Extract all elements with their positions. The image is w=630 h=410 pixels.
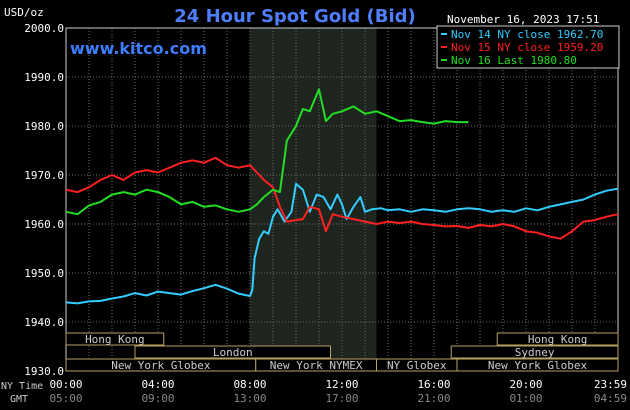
- x-tick-label-gmt: 04:59: [594, 392, 627, 405]
- y-tick-label: 1990.0: [24, 71, 64, 84]
- y-tick-label: 1960.0: [24, 218, 64, 231]
- x-tick-label-gmt: 13:00: [233, 392, 266, 405]
- session-box: [134, 345, 331, 359]
- legend-entry: Nov 15 NY close 1959.20: [451, 41, 603, 54]
- session-box: [450, 345, 619, 359]
- session-label: Hong Kong: [528, 333, 588, 346]
- x-tick-label-ny: 20:00: [509, 378, 542, 391]
- y-tick-label: 2000.0: [24, 22, 64, 35]
- series-line-nov-14: [65, 182, 619, 305]
- y-tick-label: 1980.0: [24, 120, 64, 133]
- session-label: New York NYMEX: [270, 359, 363, 372]
- x-tick-label-gmt: 21:00: [417, 392, 450, 405]
- session-box: [456, 358, 619, 372]
- y-tick-label: 1970.0: [24, 169, 64, 182]
- legend-entry: Nov 14 NY close 1962.70: [451, 28, 603, 41]
- x-tick-label-ny: 12:00: [325, 378, 358, 391]
- session-label: New York Globex: [488, 359, 588, 372]
- y-tick-label: 1950.0: [24, 267, 64, 280]
- x-axis-ticks: 00:00 04:00 08:00 12:00 16:00 20:00 23:59 05:00…: [49, 378, 627, 405]
- series-line-nov-15: [65, 156, 619, 240]
- session-label: New York Globex: [111, 359, 211, 372]
- y-tick-label: 1940.0: [24, 316, 64, 329]
- legend-box: [436, 25, 620, 69]
- x-tick-label-ny: 16:00: [417, 378, 450, 391]
- x-tick-label-ny: 00:00: [49, 378, 82, 391]
- x-tick-label-gmt: 17:00: [325, 392, 358, 405]
- y-tick-label: 1930.0: [24, 365, 64, 378]
- x-tick-label-gmt: 05:00: [49, 392, 82, 405]
- chart-title: 24 Hour Spot Gold (Bid): [174, 6, 415, 27]
- session-label: Sydney: [515, 346, 555, 359]
- session-label: NY Globex: [387, 359, 447, 372]
- session-box: [496, 332, 619, 346]
- session-label: London: [213, 346, 253, 359]
- series-line-nov-16: [65, 88, 469, 216]
- x-tick-label-ny: 04:00: [141, 378, 174, 391]
- session-box: [65, 332, 165, 346]
- x-tick-label-ny: 23:59: [594, 378, 627, 391]
- x-tick-label-gmt: 01:00: [509, 392, 542, 405]
- watermark: www.kitco.com: [70, 39, 207, 58]
- gmt-row-label: GMT: [10, 394, 28, 405]
- timestamp: November 16, 2023 17:51: [447, 13, 599, 26]
- x-tick-label-gmt: 09:00: [141, 392, 174, 405]
- y-axis-ticks: 1930.0 1940.0 1950.0 1960.0 1970.0 1980.0 1990…: [24, 22, 64, 378]
- nymex-highlight-band: [250, 28, 377, 371]
- y-unit-label: USD/oz: [4, 6, 44, 19]
- ny-time-row-label: NY Time: [1, 381, 43, 392]
- series-lines: [65, 88, 619, 305]
- x-tick-label-ny: 08:00: [233, 378, 266, 391]
- legend-entry: Nov 16 Last 1980.80: [451, 54, 577, 67]
- session-label: Hong Kong: [85, 333, 145, 346]
